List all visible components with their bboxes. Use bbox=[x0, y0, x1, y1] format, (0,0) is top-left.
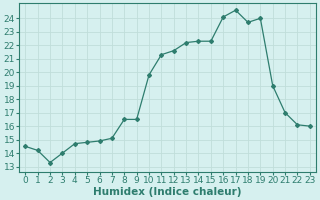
X-axis label: Humidex (Indice chaleur): Humidex (Indice chaleur) bbox=[93, 187, 242, 197]
